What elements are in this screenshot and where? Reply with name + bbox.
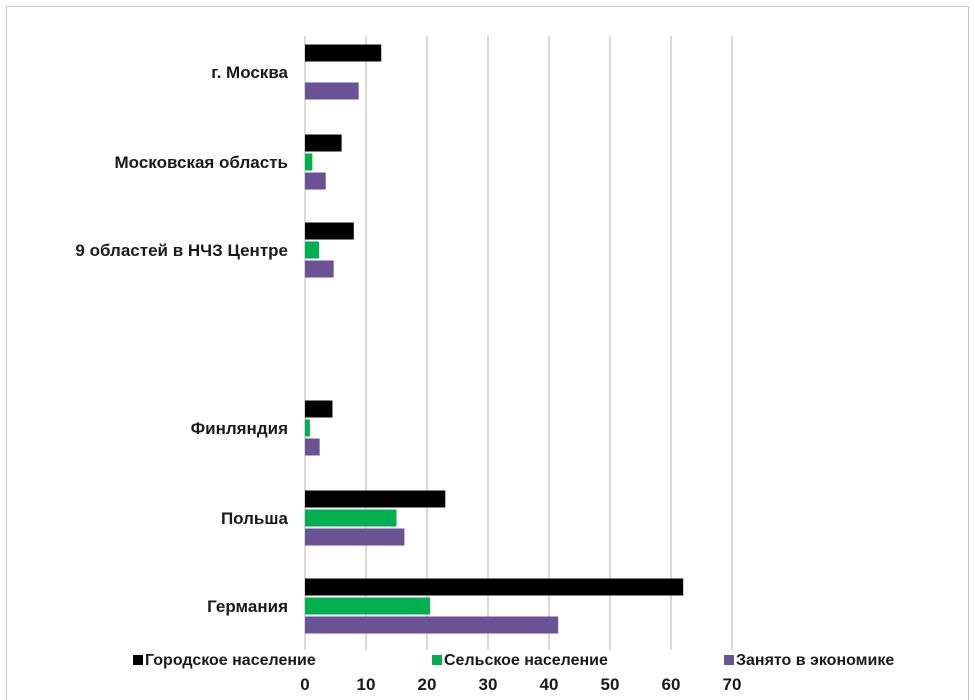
bar-1-6	[305, 578, 684, 596]
x-tick-label: 40	[540, 675, 559, 694]
x-tick-label: 10	[357, 675, 376, 694]
legend-swatch	[724, 655, 734, 665]
legend-swatch	[432, 655, 442, 665]
category-label: Германия	[207, 597, 288, 616]
bar-3-5	[305, 528, 405, 546]
bar-1-1	[305, 44, 382, 62]
bar-3-1	[305, 82, 359, 100]
legend-label: Занято в экономике	[736, 652, 894, 669]
bar-2-6	[305, 597, 431, 615]
gridlines	[304, 36, 733, 650]
bar-2-3	[305, 241, 320, 259]
category-label: Польша	[221, 509, 289, 528]
x-tick-label: 30	[479, 675, 498, 694]
x-tick-label: 20	[418, 675, 437, 694]
bar-2-4	[305, 419, 310, 437]
category-label: Финляндия	[191, 419, 288, 438]
x-tick-label: 0	[300, 675, 309, 694]
bar-2-2	[305, 153, 313, 171]
category-label: г. Москва	[211, 63, 288, 82]
category-labels: г. Москва Московская область 9 областей в …	[75, 63, 288, 616]
bar-2-5	[305, 509, 397, 527]
bar-1-5	[305, 490, 446, 508]
bar-3-3	[305, 260, 334, 278]
bar-1-2	[305, 134, 342, 152]
legend-swatch	[133, 655, 143, 665]
bar-3-2	[305, 172, 326, 190]
x-tick-labels: 0 10 20 30 40 50 60 70	[300, 675, 741, 694]
bar-3-6	[305, 616, 559, 634]
category-label: 9 областей в НЧЗ Центре	[75, 241, 288, 260]
legend-label: Сельское население	[444, 652, 608, 669]
bars	[305, 44, 684, 634]
category-label: Московская область	[115, 153, 288, 172]
bar-3-4	[305, 438, 320, 456]
legend: Городское население Сельское население Зан…	[133, 652, 894, 669]
bar-1-4	[305, 400, 333, 418]
x-tick-label: 60	[662, 675, 681, 694]
legend-label: Городское население	[145, 652, 316, 669]
x-tick-label: 70	[723, 675, 742, 694]
x-tick-label: 50	[601, 675, 620, 694]
bar-1-3	[305, 222, 354, 240]
